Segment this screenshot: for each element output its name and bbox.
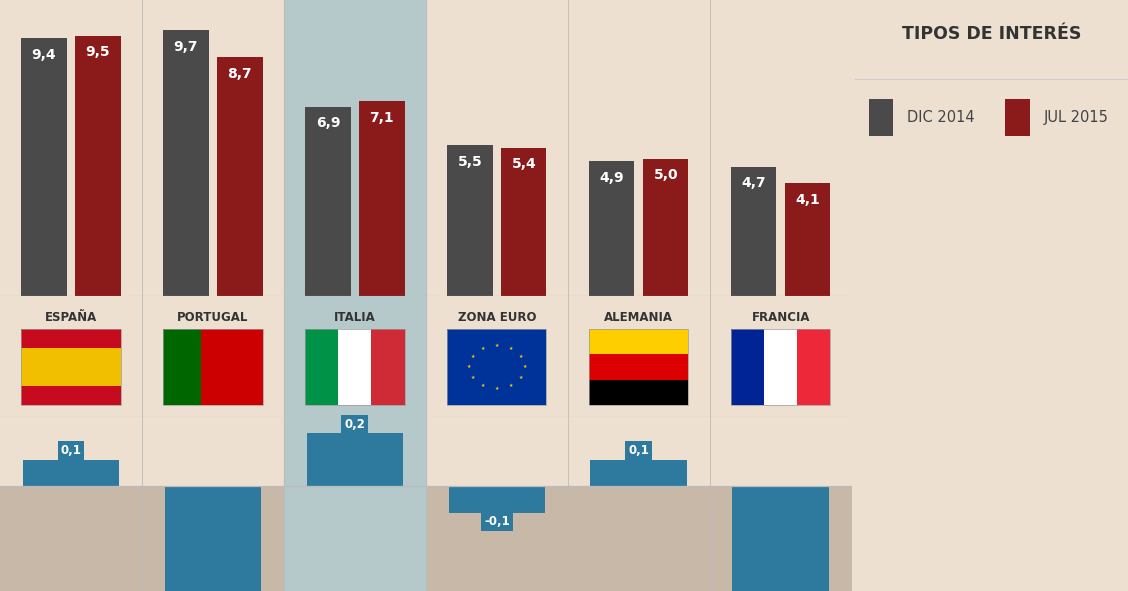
- Bar: [589, 329, 688, 355]
- Text: ★: ★: [467, 365, 472, 369]
- Bar: [797, 329, 830, 404]
- Bar: [731, 329, 764, 404]
- Bar: [284, 417, 426, 591]
- Text: 0,2: 0,2: [344, 418, 365, 431]
- Text: ★: ★: [494, 385, 499, 391]
- Text: ZONA EURO: ZONA EURO: [458, 311, 536, 324]
- Bar: [164, 329, 201, 404]
- Bar: [449, 486, 545, 513]
- Bar: [731, 167, 776, 296]
- Bar: [164, 329, 263, 404]
- Text: FRANCIA: FRANCIA: [751, 311, 810, 324]
- Bar: [731, 329, 830, 404]
- Text: ESPAÑA: ESPAÑA: [45, 311, 97, 324]
- Text: -0,1: -0,1: [484, 515, 510, 528]
- Bar: [447, 329, 546, 404]
- Bar: [201, 329, 263, 404]
- Bar: [589, 329, 688, 404]
- Bar: [306, 329, 405, 404]
- Bar: [764, 329, 797, 404]
- Bar: [359, 101, 405, 296]
- Text: ★: ★: [522, 365, 527, 369]
- Bar: [21, 38, 67, 296]
- Text: PORTUGAL: PORTUGAL: [177, 311, 248, 324]
- Text: ★: ★: [519, 375, 523, 380]
- Bar: [0, 417, 852, 486]
- Bar: [23, 460, 120, 486]
- Text: ★: ★: [481, 346, 485, 351]
- Bar: [447, 145, 493, 296]
- Text: 5,5: 5,5: [458, 155, 482, 168]
- Text: 5,4: 5,4: [511, 157, 536, 171]
- Text: 4,9: 4,9: [599, 171, 624, 185]
- Text: ★: ★: [470, 375, 475, 380]
- Text: 0,1: 0,1: [628, 444, 650, 457]
- Bar: [164, 30, 209, 296]
- Bar: [307, 433, 403, 486]
- Text: 9,7: 9,7: [174, 40, 199, 54]
- Bar: [21, 386, 121, 404]
- Text: ★: ★: [509, 383, 513, 388]
- Text: 7,1: 7,1: [370, 111, 394, 125]
- Bar: [284, 296, 426, 417]
- Bar: [21, 329, 121, 348]
- Bar: [76, 35, 121, 296]
- Bar: [306, 107, 351, 296]
- Text: TIPOS DE INTERÉS: TIPOS DE INTERÉS: [901, 25, 1082, 43]
- Bar: [732, 486, 829, 591]
- Bar: [447, 329, 546, 404]
- Text: ALEMANIA: ALEMANIA: [605, 311, 673, 324]
- Text: ★: ★: [519, 354, 523, 359]
- Text: 8,7: 8,7: [228, 67, 253, 81]
- Bar: [338, 329, 371, 404]
- Text: ★: ★: [494, 343, 499, 349]
- Bar: [590, 460, 687, 486]
- Bar: [501, 148, 546, 296]
- Bar: [284, 0, 426, 296]
- Text: 9,4: 9,4: [32, 48, 56, 62]
- Bar: [589, 161, 634, 296]
- Bar: [643, 159, 688, 296]
- Text: 5,0: 5,0: [653, 168, 678, 182]
- Bar: [589, 355, 688, 379]
- Bar: [306, 329, 338, 404]
- Text: 9,5: 9,5: [86, 45, 111, 59]
- Text: ITALIA: ITALIA: [334, 311, 376, 324]
- Bar: [1005, 99, 1030, 136]
- Bar: [589, 379, 688, 404]
- Bar: [869, 99, 893, 136]
- Bar: [785, 183, 830, 296]
- Bar: [21, 329, 121, 404]
- Text: ★: ★: [509, 346, 513, 351]
- Text: ★: ★: [481, 383, 485, 388]
- Bar: [371, 329, 405, 404]
- Bar: [0, 486, 852, 591]
- Text: 0,1: 0,1: [61, 444, 81, 457]
- Text: 4,1: 4,1: [795, 193, 820, 207]
- Bar: [218, 57, 263, 296]
- Bar: [165, 486, 262, 591]
- Text: ★: ★: [470, 354, 475, 359]
- Text: 6,9: 6,9: [316, 116, 341, 130]
- Text: JUL 2015: JUL 2015: [1043, 111, 1108, 125]
- Text: DIC 2014: DIC 2014: [907, 111, 975, 125]
- Text: 4,7: 4,7: [741, 177, 766, 190]
- Bar: [21, 348, 121, 386]
